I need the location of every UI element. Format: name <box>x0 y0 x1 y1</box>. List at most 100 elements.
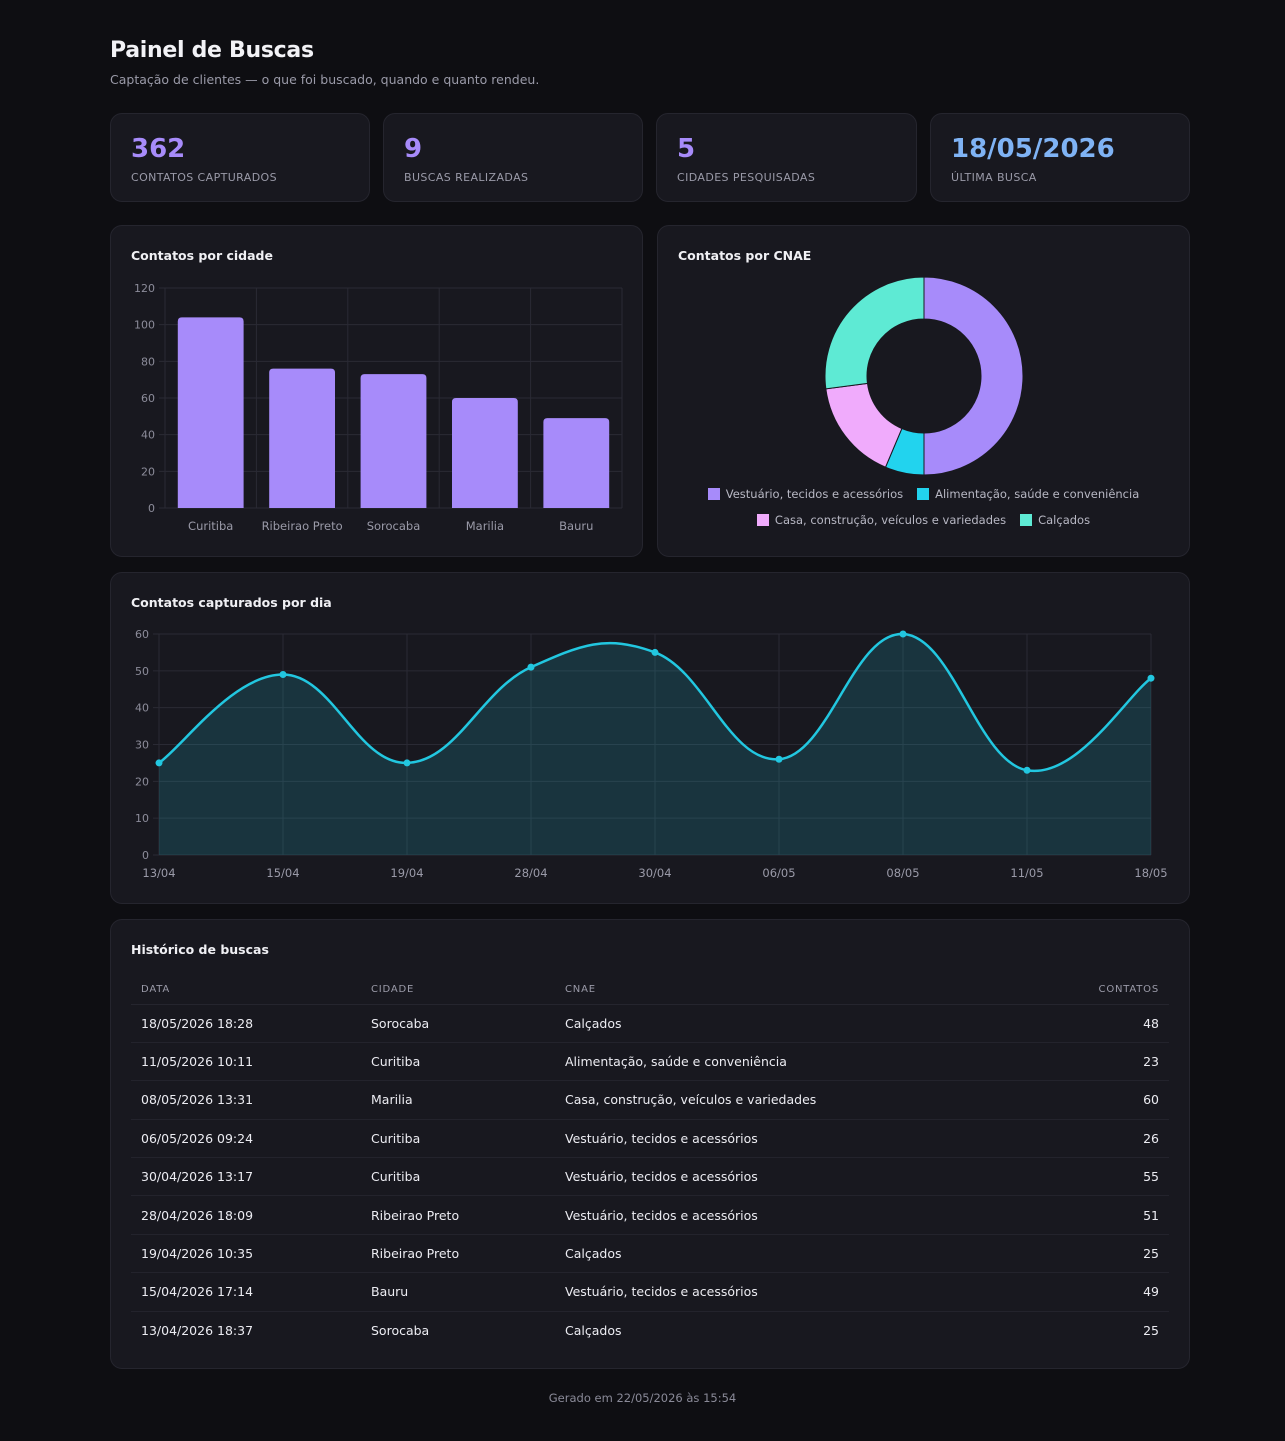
y-tick-label: 0 <box>148 502 155 515</box>
cell-city: Curitiba <box>361 1119 555 1159</box>
history-card: Histórico de buscas DATA CIDADE CNAE CON… <box>110 919 1190 1369</box>
data-point <box>651 648 659 656</box>
legend-item[interactable]: Vestuário, tecidos e acessórios <box>707 487 903 501</box>
history-table: DATA CIDADE CNAE CONTATOS 18/05/2026 18:… <box>131 976 1169 1350</box>
donut-chart-title: Contatos por CNAE <box>678 248 812 263</box>
cell-contacts: 48 <box>1028 1004 1169 1043</box>
cell-city: Ribeirao Preto <box>361 1234 555 1274</box>
cell-city: Sorocaba <box>361 1004 555 1043</box>
table-row[interactable]: 18/05/2026 18:28 Sorocaba Calçados 48 <box>131 1004 1169 1043</box>
table-row[interactable]: 06/05/2026 09:24 Curitiba Vestuário, tecid… <box>131 1119 1169 1159</box>
donut-slice <box>824 276 925 390</box>
kpi-value: 362 <box>131 134 186 164</box>
bar <box>177 317 244 508</box>
y-tick-label: 10 <box>135 812 149 825</box>
cell-contacts: 55 <box>1028 1157 1169 1197</box>
table-row[interactable]: 11/05/2026 10:11 Curitiba Alimentação, saú… <box>131 1042 1169 1082</box>
x-tick-label: 28/04 <box>514 866 547 880</box>
x-tick-label: Marilia <box>466 519 504 533</box>
kpi-value: 9 <box>404 134 423 164</box>
cell-date: 13/04/2026 18:37 <box>141 1323 254 1339</box>
legend-item[interactable]: Calçados <box>1020 513 1090 527</box>
legend-item[interactable]: Alimentação, saúde e conveniência <box>917 487 1139 501</box>
cell-cnae: Vestuário, tecidos e acessórios <box>555 1157 1029 1197</box>
legend-label: Alimentação, saúde e conveniência <box>935 487 1140 501</box>
column-header-cnae[interactable]: CNAE <box>555 976 1029 1005</box>
kpi-card-cities: 5 CIDADES PESQUISADAS <box>656 113 917 202</box>
table-row[interactable]: 28/04/2026 18:09 Ribeirao Preto Vestuário,… <box>131 1195 1169 1235</box>
legend-item[interactable]: Casa, construção, veículos e variedades <box>756 513 1007 527</box>
column-header-contacts[interactable]: CONTATOS <box>1028 976 1169 1005</box>
cell-date: 06/05/2026 09:24 <box>131 1119 361 1159</box>
kpi-value: 18/05/2026 <box>951 134 1115 164</box>
table-row[interactable]: 15/04/2026 17:14 Bauru Vestuário, tecidos … <box>131 1272 1169 1312</box>
series-line <box>158 632 1152 773</box>
y-tick-label: 40 <box>135 702 149 715</box>
cell-city: Curitiba <box>361 1042 555 1082</box>
cell-contacts: 25 <box>1143 1323 1159 1339</box>
table-row[interactable]: 30/04/2026 13:17 Curitiba Vestuário, tecid… <box>131 1157 1169 1197</box>
y-tick-label: 50 <box>135 665 149 678</box>
table-row[interactable]: 13/04/2026 18:37 Sorocaba Calçados 25 <box>131 1311 1169 1349</box>
x-tick-label: Bauru <box>559 519 593 533</box>
data-point <box>1147 674 1155 682</box>
data-point <box>155 759 163 767</box>
bar <box>360 374 427 508</box>
column-header-city[interactable]: CIDADE <box>361 976 555 1005</box>
cell-city: Ribeirao Preto <box>361 1195 555 1235</box>
y-tick-label: 100 <box>134 319 155 332</box>
page-title: Painel de Buscas <box>110 38 314 63</box>
table-header-row: DATA CIDADE CNAE CONTATOS <box>131 976 1169 1005</box>
bar <box>543 418 610 508</box>
cell-date: 19/04/2026 10:35 <box>131 1234 361 1274</box>
x-tick-label: 11/05 <box>1010 866 1043 880</box>
kpi-label: BUSCAS REALIZADAS <box>404 171 529 184</box>
legend-label: Casa, construção, veículos e variedades <box>774 513 1007 527</box>
cell-contacts: 49 <box>1028 1272 1169 1312</box>
x-tick-label: 13/04 <box>142 866 175 880</box>
footer-generated-at: Gerado em 22/05/2026 às 15:54 <box>548 1391 737 1405</box>
cell-city: Marilia <box>361 1080 555 1120</box>
table-row[interactable]: 19/04/2026 10:35 Ribeirao Preto Calçados 25 <box>131 1234 1169 1274</box>
y-tick-label: 20 <box>135 775 149 788</box>
legend-swatch <box>1020 514 1033 526</box>
cell-date: 28/04/2026 18:09 <box>131 1195 361 1235</box>
cell-cnae: Calçados <box>555 1004 1029 1043</box>
column-header-date[interactable]: DATA <box>131 976 361 1005</box>
y-tick-label: 80 <box>141 355 155 368</box>
legend-swatch <box>756 514 769 526</box>
line-chart: 13/04 15/04 19/04 28/04 30/04 06/05 08/05 11/05… <box>135 628 1168 880</box>
donut-legend-row-2: Casa, construção, veículos e variedades … <box>658 513 1189 527</box>
cell-cnae: Calçados <box>555 1234 1029 1274</box>
kpi-card-last-search: 18/05/2026 ÚLTIMA BUSCA <box>930 113 1190 202</box>
x-tick-label: 19/04 <box>390 866 423 880</box>
bar-chart: 0 20 40 60 80 100 120 Curitiba Ribeirao Preto Sor… <box>134 282 623 533</box>
cell-contacts: 26 <box>1028 1119 1169 1159</box>
y-tick-label: 0 <box>142 849 149 862</box>
kpi-label: CIDADES PESQUISADAS <box>677 171 816 184</box>
cell-contacts: 25 <box>1028 1234 1169 1274</box>
line-chart-card: Contatos capturados por dia 13/04 15/04 19… <box>110 572 1190 904</box>
cell-date: 08/05/2026 13:31 <box>131 1080 361 1120</box>
cell-cnae: Casa, construção, veículos e variedades <box>555 1080 1029 1120</box>
x-tick-label: 18/05 <box>1134 866 1167 880</box>
data-point <box>403 759 411 767</box>
line-chart-title: Contatos capturados por dia <box>131 595 332 610</box>
data-point <box>279 671 287 679</box>
x-tick-label: Sorocaba <box>367 519 421 533</box>
cell-contacts: 23 <box>1028 1042 1169 1082</box>
kpi-value: 5 <box>677 134 696 164</box>
x-tick-label: 15/04 <box>266 866 299 880</box>
data-point <box>527 663 535 671</box>
table-row[interactable]: 08/05/2026 13:31 Marilia Casa, construção,… <box>131 1080 1169 1120</box>
bar-chart-title: Contatos por cidade <box>131 248 273 263</box>
cell-cnae: Vestuário, tecidos e acessórios <box>555 1272 1029 1312</box>
cell-city: Bauru <box>361 1272 555 1312</box>
history-title: Histórico de buscas <box>131 942 269 957</box>
donut-legend-row-1: Vestuário, tecidos e acessórios Alimenta… <box>658 487 1189 501</box>
bar <box>269 368 336 508</box>
y-tick-label: 40 <box>141 429 155 442</box>
legend-swatch <box>707 488 720 500</box>
cell-date: 15/04/2026 17:14 <box>131 1272 361 1312</box>
x-tick-label: 08/05 <box>886 866 919 880</box>
